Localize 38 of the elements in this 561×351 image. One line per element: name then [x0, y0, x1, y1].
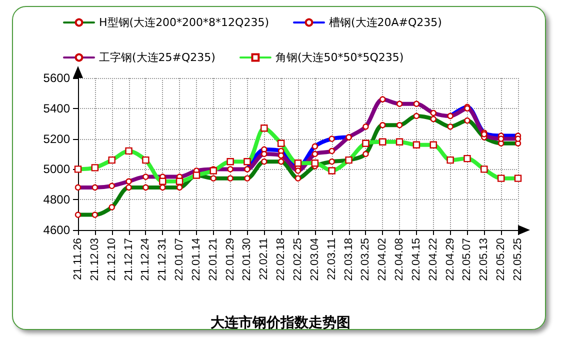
x-tick-label: 22.04.02: [376, 238, 389, 281]
x-tick-label: 21.12.31: [156, 238, 169, 281]
x-tick-label: 21.12.03: [88, 238, 101, 281]
y-tick-label: 5000: [43, 162, 70, 176]
legend-label: H型钢(大连200*200*8*12Q235): [99, 16, 269, 29]
x-tick-label: 22.01.30: [241, 238, 254, 281]
x-tick-label: 22.05.13: [478, 238, 490, 281]
x-tick-label: 22.04.29: [444, 238, 456, 281]
x-tick-label: 22.04.08: [394, 238, 406, 281]
x-tick-label: 21.12.17: [122, 238, 135, 281]
x-tick-label: 22.01.21: [207, 238, 220, 281]
x-tick-label: 21.12.10: [106, 238, 118, 281]
x-tick-label: 22.01.14: [190, 238, 202, 281]
text: 大连市钢价指数走势图: [210, 314, 350, 331]
legend-label: 工字钢(大连25#Q235): [99, 51, 216, 64]
x-tick-label: 22.02.25: [292, 238, 304, 281]
x-tick-label: 22.01.29: [224, 238, 236, 281]
x-tick-label: 21.12.24: [140, 238, 152, 281]
x-tick-label: 22.05.25: [512, 238, 524, 281]
x-tick-label: 22.01.07: [174, 238, 186, 281]
x-tick-label: 22.02.18: [275, 238, 288, 281]
y-tick-label: 5600: [43, 71, 70, 85]
x-tick-label: 22.05.07: [461, 238, 474, 281]
legend-label: 角钢(大连50*50*5Q235): [275, 51, 404, 64]
x-tick-label: 22.03.11: [326, 238, 338, 280]
legend-label: 槽钢(大连20A#Q235): [328, 16, 442, 29]
y-tick-label: 4800: [43, 192, 70, 207]
x-tick-label: 22.05.20: [495, 238, 508, 281]
x-tick-label: 22.03.04: [308, 238, 321, 281]
x-tick-label: 22.04.22: [427, 238, 440, 281]
x-tick-label: 21.11.26: [72, 238, 84, 280]
x-tick-label: 22.04.15: [410, 238, 422, 281]
x-tick-label: 22.03.18: [342, 238, 355, 281]
x-tick-label: 22.02.11: [258, 238, 270, 280]
y-tick-label: 5200: [43, 132, 70, 146]
y-tick-label: 5400: [43, 101, 70, 116]
y-tick-label: 4600: [43, 223, 70, 237]
x-tick-label: 22.03.25: [360, 238, 372, 281]
